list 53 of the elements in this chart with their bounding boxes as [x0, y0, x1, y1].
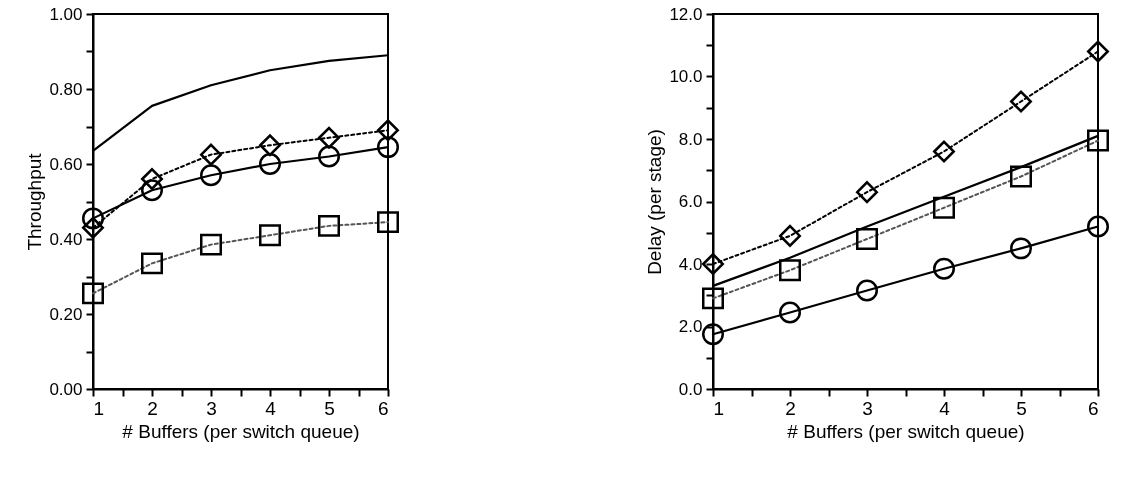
point — [702, 323, 724, 346]
y-axis-title: Throughput — [24, 152, 46, 251]
point — [856, 279, 878, 302]
y-tick-label: 10.0 — [669, 67, 703, 86]
y-tick-label: 4.0 — [678, 254, 703, 274]
x-tick-label: 1 — [93, 397, 105, 419]
point — [141, 179, 163, 202]
point — [856, 181, 878, 204]
point — [259, 153, 281, 175]
y-axis-title: Delay (per stage) — [644, 129, 666, 275]
x-tick-label: 4 — [265, 397, 277, 419]
x-tick-label: 4 — [939, 397, 951, 419]
x-tick-label: 2 — [147, 397, 158, 419]
point — [318, 126, 340, 149]
point — [82, 216, 104, 239]
point — [141, 168, 163, 190]
point — [933, 257, 955, 280]
point — [259, 134, 281, 157]
point — [1010, 237, 1032, 260]
y-tick-label: 1.00 — [49, 4, 83, 24]
y-tick-label: 6.0 — [678, 192, 703, 211]
x-tick-label: 3 — [862, 397, 873, 419]
x-tick-label: 2 — [785, 397, 796, 419]
point — [200, 164, 222, 187]
y-tick-label: 8.0 — [678, 129, 703, 149]
point — [82, 207, 104, 230]
x-tick-label: 5 — [324, 397, 335, 419]
point — [779, 301, 801, 324]
y-tick-label: 2.0 — [678, 317, 703, 336]
point — [779, 224, 801, 247]
point — [1087, 40, 1109, 63]
point — [1087, 215, 1109, 238]
x-tick-label: 6 — [1087, 397, 1099, 419]
y-tick-label: 0.80 — [49, 79, 83, 99]
x-tick-label: 6 — [377, 397, 389, 419]
point — [318, 145, 340, 168]
y-tick-label: 0.60 — [49, 154, 83, 174]
x-axis-title: # Buffers (per switch queue) — [787, 420, 1025, 442]
x-tick-label: 1 — [713, 397, 725, 419]
x-tick-label: 5 — [1016, 397, 1027, 419]
point — [1010, 90, 1032, 113]
point — [377, 136, 399, 159]
point — [702, 253, 724, 275]
y-tick-label: 0.20 — [49, 304, 83, 324]
y-tick-label: 0.00 — [49, 379, 83, 399]
y-tick-label: 0.0 — [678, 379, 703, 399]
point — [200, 143, 222, 166]
y-tick-label: 12.0 — [669, 4, 703, 24]
y-tick-label: 0.40 — [49, 229, 83, 249]
point — [377, 119, 399, 142]
x-tick-label: 3 — [206, 397, 217, 419]
x-axis-title: # Buffers (per switch queue) — [122, 420, 360, 442]
point — [933, 140, 955, 163]
